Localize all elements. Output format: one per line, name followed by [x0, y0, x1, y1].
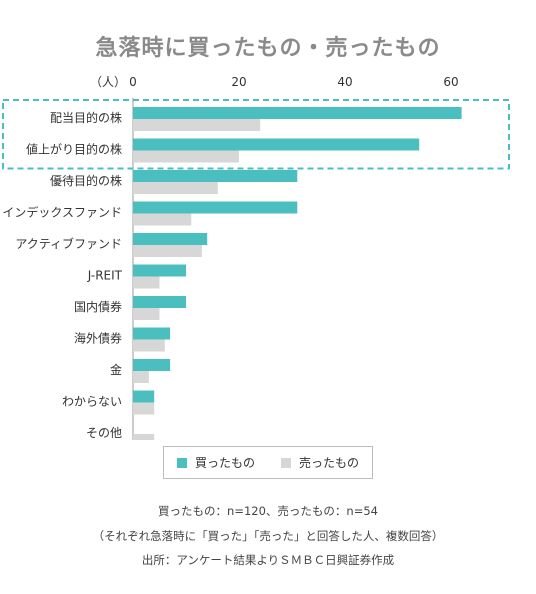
bar-sold [133, 339, 165, 352]
category-label: 値上がり目的の株 [26, 142, 122, 157]
bar-sold [133, 276, 160, 289]
bar-sold [133, 402, 155, 415]
bar-sold [133, 213, 192, 226]
category-label: わからない [62, 395, 122, 409]
bar-sold [133, 434, 155, 440]
legend-swatch-bought [176, 457, 187, 468]
highlight-box [2, 99, 510, 170]
chart-title: 急落時に買ったもの・売ったもの [95, 36, 441, 61]
bar-bought [133, 390, 155, 403]
category-label: 優待目的の株 [50, 173, 122, 188]
bar-bought [133, 201, 298, 214]
category-label: 海外債券 [74, 331, 122, 346]
bar-sold [133, 371, 149, 383]
bar-sold [133, 245, 202, 257]
bar-sold [133, 182, 218, 194]
bar-bought [133, 138, 420, 151]
x-tick-label: 40 [337, 75, 352, 89]
bar-sold [133, 150, 239, 163]
category-label: J-REIT [87, 269, 123, 283]
legend: 買ったもの 売ったもの [163, 446, 373, 479]
bar-bought [133, 107, 462, 119]
bar-bought [133, 233, 208, 245]
category-label: その他 [86, 426, 122, 440]
bar-bought [133, 170, 298, 182]
legend-swatch-sold [280, 457, 291, 468]
x-tick-label: 60 [443, 75, 458, 89]
category-label: 配当目的の株 [50, 110, 122, 125]
x-tick-label: 0 [129, 75, 137, 89]
category-label: インデックスファンド [2, 205, 122, 220]
legend-label-sold: 売ったもの [298, 456, 359, 470]
note-sample-size: 買ったもの：n=120、売ったもの：n=54 [158, 504, 378, 518]
axis-unit-label: （人） [90, 75, 126, 89]
bar-sold [133, 119, 261, 131]
category-label: 国内債券 [74, 299, 122, 314]
legend-label-bought: 買ったもの [194, 456, 255, 470]
bar-sold [133, 308, 160, 320]
legend-item-bought: 買ったもの [176, 454, 255, 471]
category-label: アクティブファンド [15, 236, 122, 251]
bar-bought [133, 264, 186, 277]
note-description: （それぞれ急落時に「買った」「売った」と回答した人、複数回答） [92, 529, 444, 543]
x-tick-label: 20 [231, 75, 246, 89]
bar-chart: （人）020406080配当目的の株値上がり目的の株優待目的の株インデックスファ… [2, 75, 510, 440]
note-source: 出所：アンケート結果よりＳＭＢＣ日興証券作成 [141, 553, 395, 567]
category-label: 金 [110, 362, 122, 377]
bar-bought [133, 327, 171, 340]
bar-bought [133, 359, 171, 371]
legend-item-sold: 売ったもの [280, 454, 359, 471]
bar-bought [133, 296, 186, 308]
